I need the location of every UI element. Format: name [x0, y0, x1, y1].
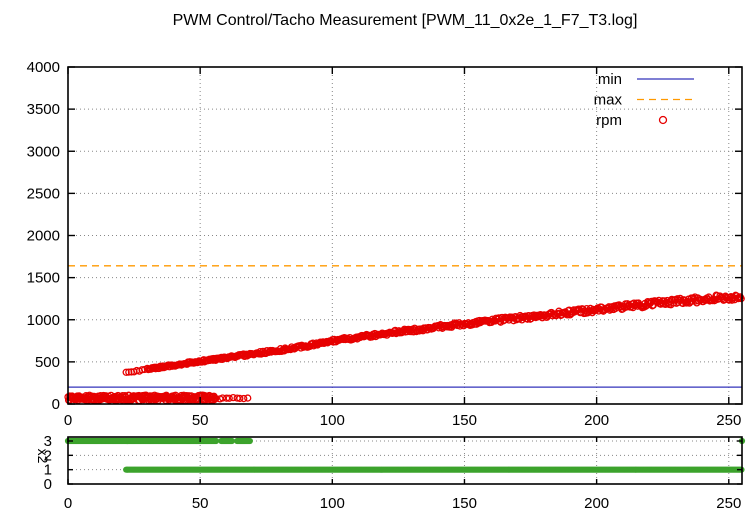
axes-and-ticks	[67, 66, 743, 485]
legend-entry-max: max	[594, 92, 694, 109]
svg-text:x2: x2	[35, 449, 51, 464]
legend: min max rpm	[594, 71, 694, 129]
svg-text:200: 200	[584, 412, 609, 429]
svg-text:max: max	[594, 92, 623, 109]
svg-text:0: 0	[64, 412, 72, 429]
svg-text:0: 0	[52, 396, 60, 413]
svg-text:500: 500	[35, 354, 60, 371]
chart-title: PWM Control/Tacho Measurement [PWM_11_0x…	[172, 12, 638, 29]
svg-text:200: 200	[584, 495, 609, 512]
svg-text:250: 250	[716, 495, 741, 512]
svg-text:1: 1	[44, 462, 52, 479]
rpm-series	[64, 291, 745, 405]
svg-text:rpm: rpm	[596, 112, 622, 129]
svg-text:2500: 2500	[27, 185, 60, 202]
svg-text:3000: 3000	[27, 143, 60, 160]
legend-entry-min: min	[598, 71, 694, 88]
flag-series	[64, 437, 746, 473]
svg-text:3: 3	[44, 433, 52, 450]
grid-lines	[68, 67, 742, 484]
svg-text:100: 100	[320, 412, 345, 429]
data-layer	[64, 265, 746, 473]
svg-text:100: 100	[320, 495, 345, 512]
svg-text:1500: 1500	[27, 270, 60, 287]
svg-text:50: 50	[192, 412, 209, 429]
svg-text:2: 2	[44, 447, 52, 464]
svg-text:0: 0	[64, 495, 72, 512]
legend-entry-rpm: rpm	[596, 112, 668, 129]
svg-text:0: 0	[44, 476, 52, 493]
svg-text:150: 150	[452, 412, 477, 429]
svg-text:2000: 2000	[27, 228, 60, 245]
svg-text:4000: 4000	[27, 59, 60, 76]
svg-text:min: min	[598, 71, 622, 88]
svg-text:250: 250	[716, 412, 741, 429]
svg-text:50: 50	[192, 495, 209, 512]
svg-text:3500: 3500	[27, 101, 60, 118]
svg-text:1000: 1000	[27, 312, 60, 329]
svg-text:150: 150	[452, 495, 477, 512]
